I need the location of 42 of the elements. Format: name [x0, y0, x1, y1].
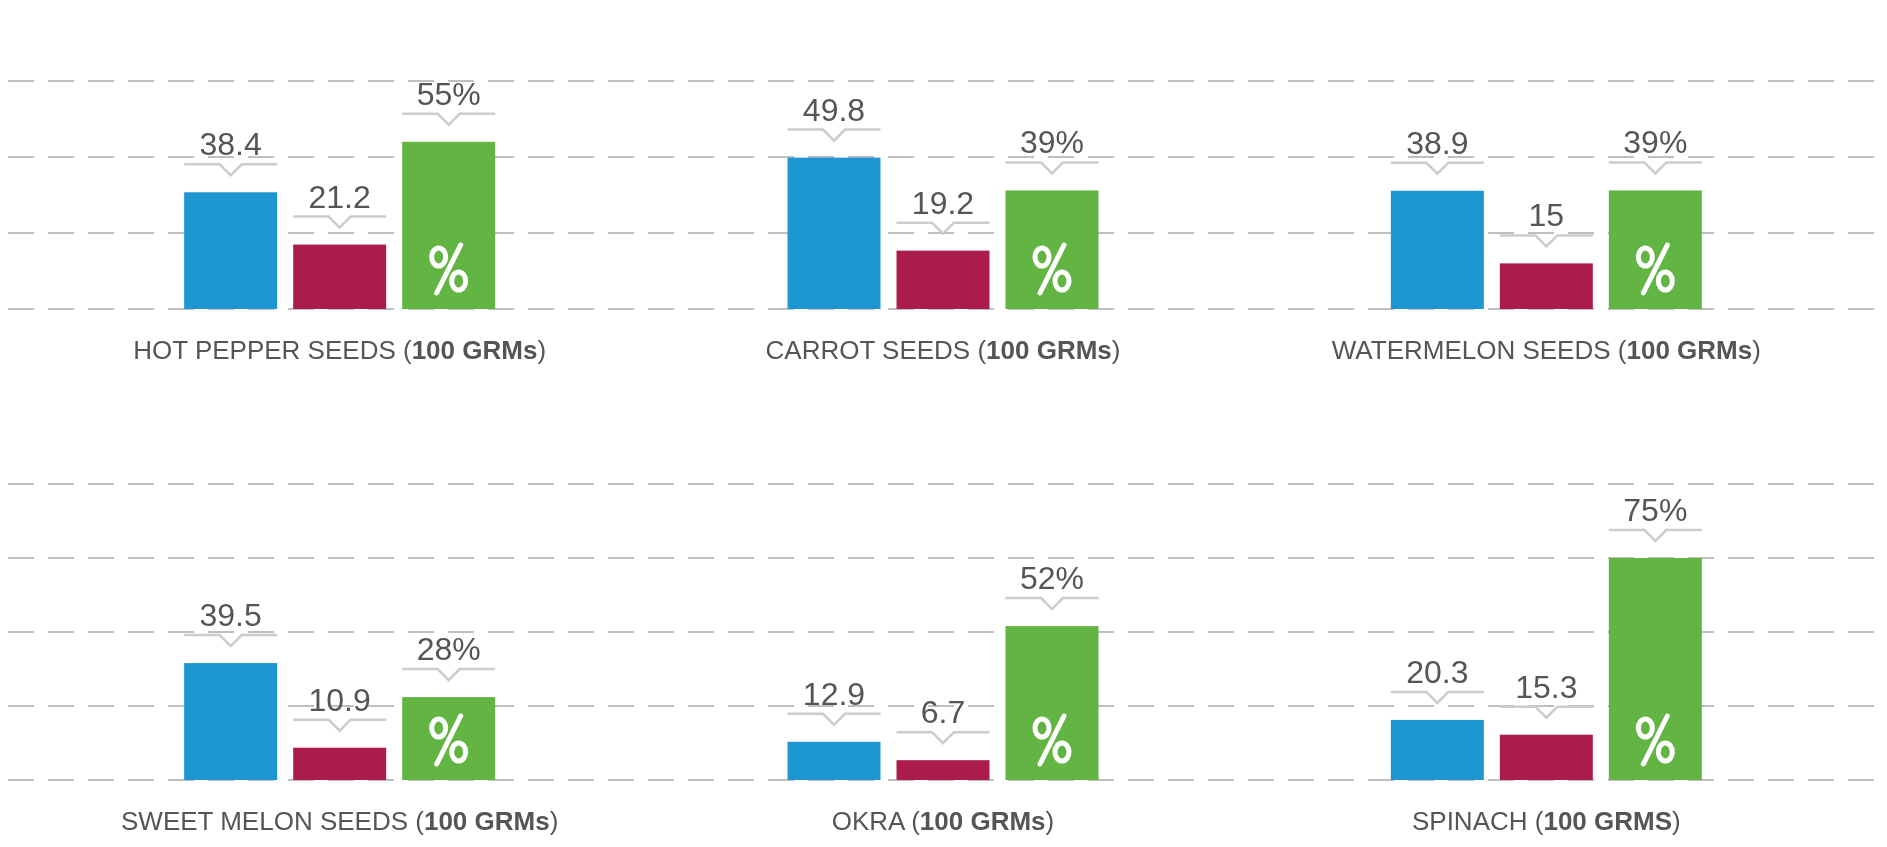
data-label: 38.9 [1406, 124, 1469, 161]
data-label: 21.2 [308, 178, 371, 215]
data-label: 39% [1019, 124, 1085, 161]
bar [1499, 734, 1593, 780]
bar [184, 192, 278, 309]
bar [293, 244, 387, 309]
bar [293, 747, 387, 780]
bar [1390, 190, 1484, 309]
data-label: 39.5 [199, 597, 262, 634]
bar [896, 760, 990, 780]
data-label: 28% [416, 631, 481, 668]
x-tick-label: SPINACH (100 GRMS) [1411, 806, 1681, 836]
data-label: 6.7 [920, 694, 966, 731]
data-label: 15.3 [1515, 668, 1578, 705]
data-label: 19.2 [911, 184, 975, 221]
data-label: 49.8 [802, 91, 866, 128]
data-label: 20.3 [1406, 653, 1469, 690]
bar [402, 697, 496, 780]
bar [1390, 719, 1484, 780]
x-tick-label: SWEET MELON SEEDS (100 GRMs) [121, 806, 559, 836]
x-tick-label: WATERMELON SEEDS (100 GRMs) [1331, 335, 1761, 365]
data-label: 39% [1623, 124, 1688, 161]
x-tick-label: CARROT SEEDS (100 GRMs) [765, 335, 1121, 365]
bar [1005, 626, 1099, 780]
bar [1608, 190, 1702, 309]
bar [787, 741, 881, 780]
data-label: 15 [1528, 197, 1565, 234]
data-label: 10.9 [308, 681, 371, 718]
bar [1005, 190, 1099, 309]
bar [402, 141, 496, 309]
bar [184, 663, 278, 780]
x-tick-label: OKRA (100 GRMs) [831, 806, 1055, 836]
bar [1499, 263, 1593, 309]
data-label: 55% [416, 75, 481, 112]
data-label: 12.9 [802, 675, 866, 712]
bar [787, 157, 881, 309]
data-label: 52% [1019, 560, 1085, 597]
x-tick-label: HOT PEPPER SEEDS (100 GRMs) [133, 335, 547, 365]
data-label: 75% [1623, 492, 1688, 528]
bar [896, 250, 990, 309]
bar [1608, 558, 1702, 780]
data-label: 38.4 [199, 126, 262, 163]
